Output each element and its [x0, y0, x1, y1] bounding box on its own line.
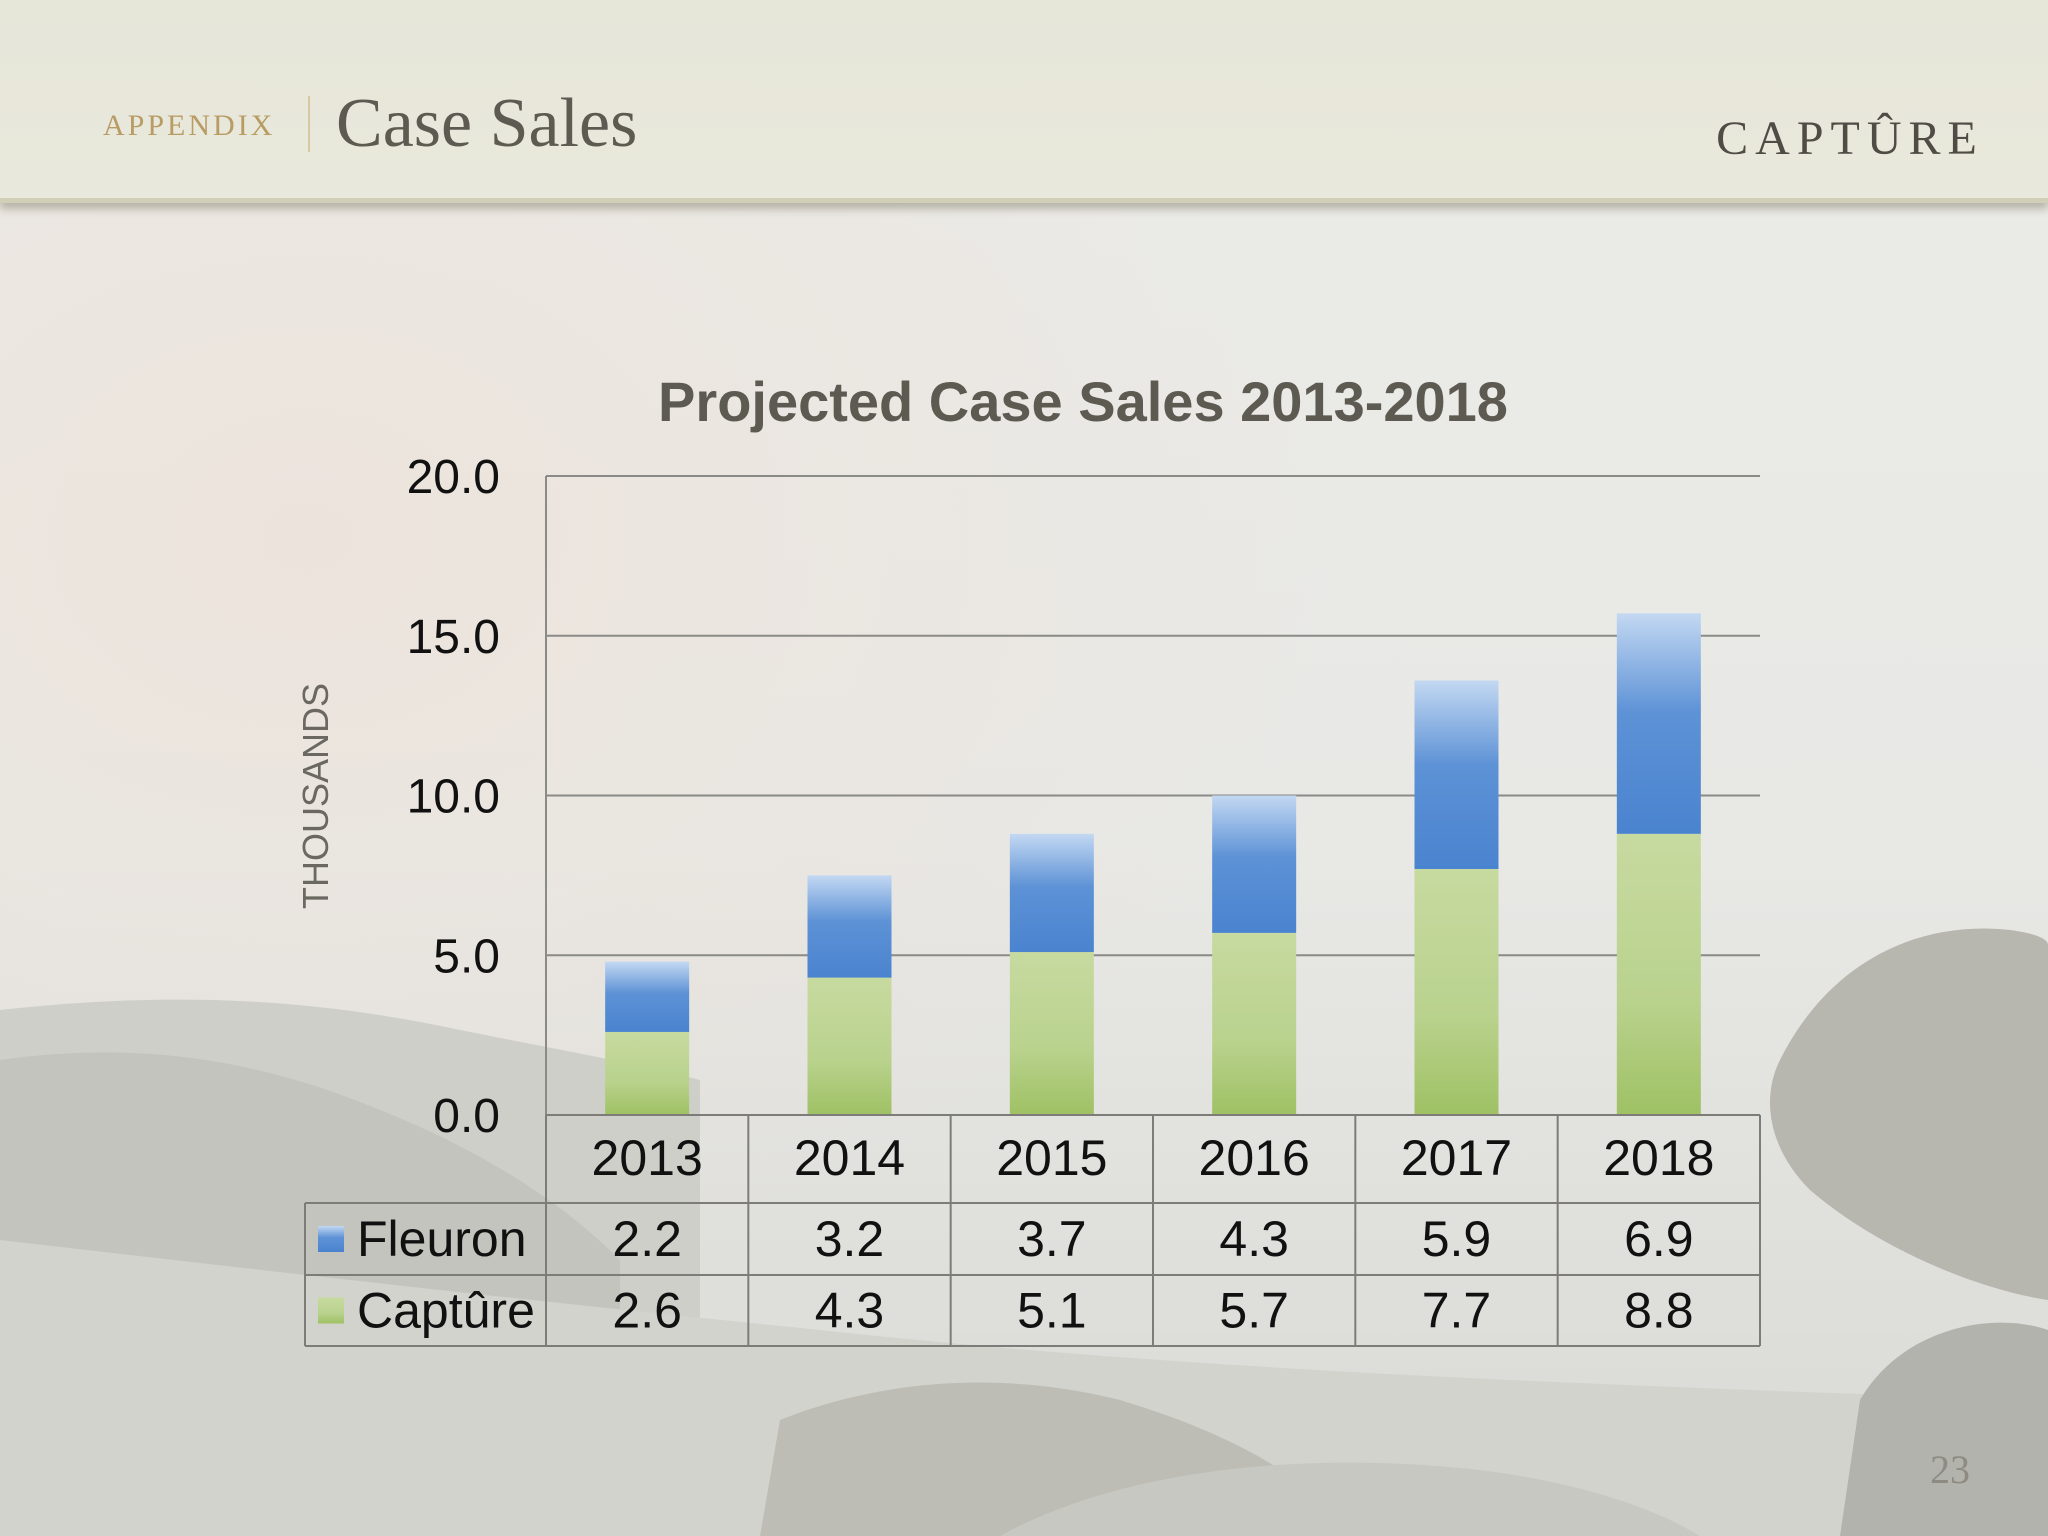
table-cell-value: 8.8 — [1624, 1283, 1694, 1339]
table-cell-value: 4.3 — [1219, 1211, 1289, 1267]
table-cell-value: 2.6 — [612, 1283, 682, 1339]
brand-logo: CAPTÛRE — [1716, 111, 1984, 165]
table-cell-value: 6.9 — [1624, 1211, 1694, 1267]
table-cell-value: 2.2 — [612, 1211, 682, 1267]
x-tick-label: 2013 — [592, 1130, 703, 1186]
table-cell-value: 4.3 — [815, 1283, 885, 1339]
legend-label: Captûre — [357, 1283, 535, 1339]
legend-label: Fleuron — [357, 1211, 527, 1267]
y-tick-label: 15.0 — [407, 611, 500, 664]
table-cell-value: 5.9 — [1422, 1211, 1492, 1267]
table-cell-value: 5.7 — [1219, 1283, 1289, 1339]
chart-title: Projected Case Sales 2013-2018 — [658, 370, 1508, 433]
y-axis-label: THOUSANDS — [295, 683, 336, 909]
legend-swatch-captre — [318, 1297, 344, 1324]
y-tick-label: 0.0 — [433, 1090, 500, 1143]
y-tick-label: 20.0 — [407, 451, 500, 504]
section-label: APPENDIX — [103, 109, 276, 142]
legend-swatch-fleuron — [318, 1226, 344, 1252]
page-title: Case Sales — [336, 85, 638, 162]
header-bar: APPENDIX Case Sales CAPTÛRE — [0, 0, 2048, 203]
bar-fleuron-2017 — [1414, 680, 1499, 869]
table-cell-value: 3.2 — [815, 1211, 885, 1267]
table-cell-value: 7.7 — [1422, 1283, 1492, 1339]
x-tick-label: 2014 — [794, 1130, 905, 1186]
x-tick-label: 2016 — [1199, 1130, 1310, 1186]
table-cell-value: 5.1 — [1017, 1283, 1087, 1339]
bar-fleuron-2016 — [1212, 795, 1297, 933]
header-divider — [308, 96, 310, 152]
page-number: 23 — [1930, 1447, 1970, 1492]
bar-captre-2018 — [1616, 833, 1701, 1115]
bar-fleuron-2018 — [1616, 613, 1701, 834]
bar-captre-2016 — [1212, 932, 1297, 1115]
y-tick-label: 5.0 — [433, 930, 500, 983]
bar-fleuron-2015 — [1009, 833, 1094, 953]
bar-captre-2014 — [807, 977, 892, 1115]
x-tick-label: 2018 — [1603, 1130, 1714, 1186]
bar-captre-2013 — [605, 1031, 690, 1115]
bar-fleuron-2014 — [807, 875, 892, 978]
bar-fleuron-2013 — [605, 961, 690, 1032]
x-tick-label: 2015 — [996, 1130, 1107, 1186]
bar-captre-2015 — [1009, 952, 1094, 1115]
table-cell-value: 3.7 — [1017, 1211, 1087, 1267]
bar-captre-2017 — [1414, 868, 1499, 1115]
brand-wordmark: CAPTÛRE — [1716, 111, 1984, 165]
y-tick-label: 10.0 — [407, 771, 500, 824]
x-tick-label: 2017 — [1401, 1130, 1512, 1186]
